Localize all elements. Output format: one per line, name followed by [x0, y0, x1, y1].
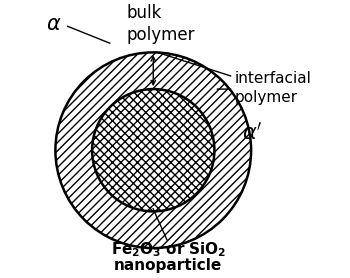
Text: $\mathbf{Fe_2O_3}$ $\mathbf{or}$ $\mathbf{SiO_2}$: $\mathbf{Fe_2O_3}$ $\mathbf{or}$ $\mathb…	[111, 240, 226, 259]
Text: interfacial
polymer: interfacial polymer	[235, 71, 312, 105]
Circle shape	[92, 89, 215, 211]
Text: $\alpha'$: $\alpha'$	[241, 121, 262, 143]
Text: $\alpha$: $\alpha$	[46, 14, 61, 34]
Text: nanoparticle: nanoparticle	[114, 258, 222, 273]
Text: bulk
polymer: bulk polymer	[126, 4, 195, 44]
Circle shape	[55, 52, 251, 248]
